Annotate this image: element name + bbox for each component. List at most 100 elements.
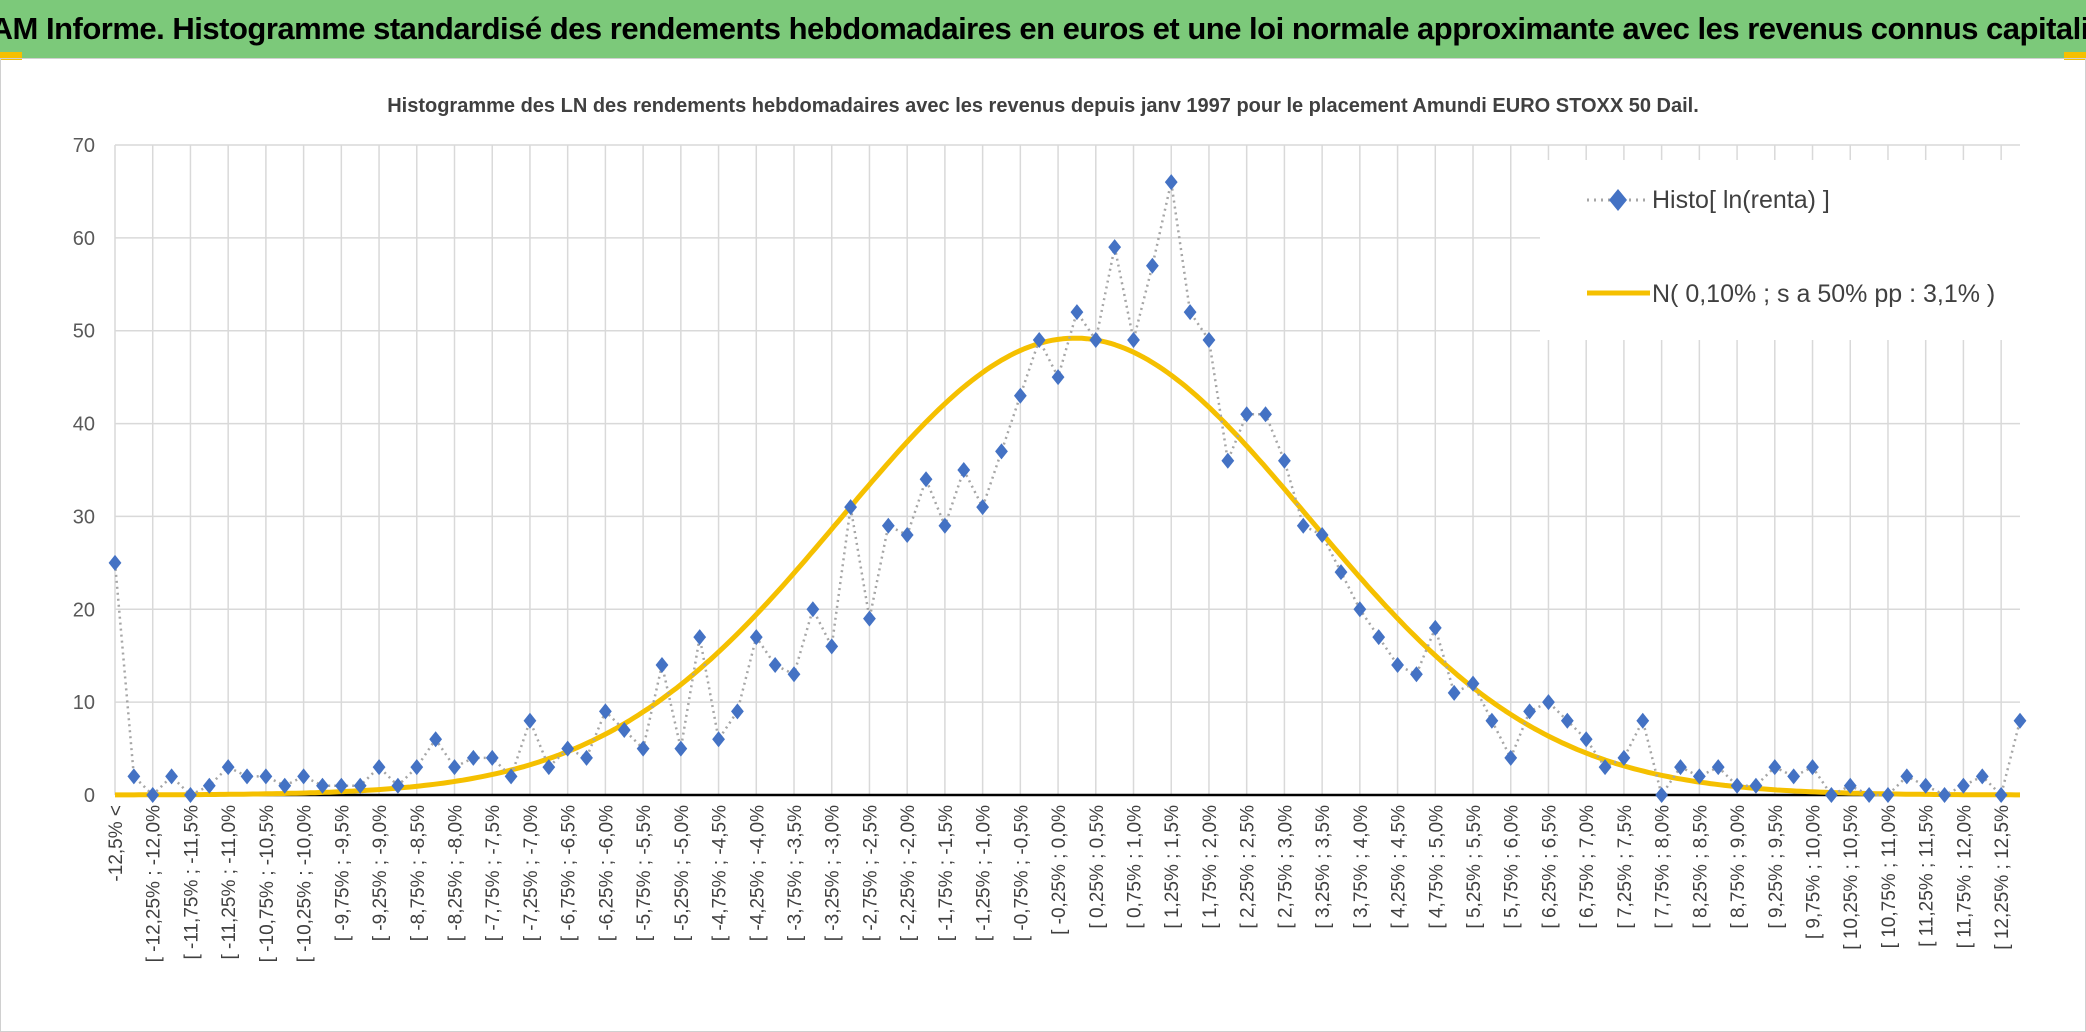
x-tick-label: [ 8,75% ; 9,0% xyxy=(1728,805,1749,929)
data-point-68 xyxy=(1391,657,1404,673)
data-point-36 xyxy=(787,666,801,683)
x-tick-label: [ 2,75% ; 3,0% xyxy=(1275,805,1296,929)
data-point-60 xyxy=(1240,406,1254,423)
x-tick-label: [ 7,75% ; 8,0% xyxy=(1653,805,1674,929)
x-tick-label: [ -5,75% ; -5,5% xyxy=(634,805,655,941)
report-title: ADAM Informe. Histogramme standardisé de… xyxy=(0,11,2086,46)
data-point-41 xyxy=(881,517,895,534)
data-point-12 xyxy=(334,777,348,794)
chart-title: Histogramme des LN des rendements hebdom… xyxy=(387,95,1699,117)
x-tick-label: [ 11,25% ; 11,5% xyxy=(1917,805,1938,947)
data-point-89 xyxy=(1787,768,1801,785)
data-point-54 xyxy=(1127,332,1140,348)
data-point-90 xyxy=(1806,759,1819,776)
x-tick-label: [ 5,75% ; 6,0% xyxy=(1502,805,1523,929)
data-point-47 xyxy=(995,443,1008,460)
x-tick-label: [ -6,25% ; -6,0% xyxy=(596,805,617,941)
data-point-49 xyxy=(1032,332,1046,348)
data-point-29 xyxy=(655,657,669,673)
data-point-83 xyxy=(1674,759,1687,776)
data-point-71 xyxy=(1447,684,1461,701)
x-tick-label: [ -9,25% ; -9,0% xyxy=(370,805,391,941)
x-tick-label: [ -6,75% ; -6,5% xyxy=(559,805,580,941)
legend-histo-label: Histo[ ln(renta) ] xyxy=(1652,186,1830,214)
data-point-19 xyxy=(466,749,480,766)
y-tick-label: 10 xyxy=(73,692,95,714)
y-tick-label: 40 xyxy=(73,414,95,436)
data-point-92 xyxy=(1843,777,1857,794)
data-point-99 xyxy=(1975,768,1989,785)
data-point-13 xyxy=(353,777,367,794)
data-point-59 xyxy=(1221,452,1235,469)
data-point-15 xyxy=(391,777,405,794)
x-tick-label: [ -1,75% ; -1,5% xyxy=(936,805,957,941)
data-point-58 xyxy=(1202,332,1216,348)
x-tick-label: [ 3,75% ; 4,0% xyxy=(1351,805,1372,929)
data-point-79 xyxy=(1598,759,1612,776)
data-point-55 xyxy=(1145,257,1159,274)
data-point-22 xyxy=(523,712,537,729)
data-point-11 xyxy=(316,777,329,794)
data-point-21 xyxy=(504,768,518,785)
data-point-84 xyxy=(1692,768,1706,785)
x-tick-label: [ 4,25% ; 4,5% xyxy=(1389,805,1410,929)
data-point-26 xyxy=(598,703,612,720)
data-point-87 xyxy=(1749,777,1763,794)
data-point-45 xyxy=(957,462,971,478)
data-point-95 xyxy=(1900,768,1914,785)
data-point-0 xyxy=(108,554,122,571)
data-point-17 xyxy=(429,731,443,748)
data-point-66 xyxy=(1353,601,1367,618)
x-tick-label: [ 1,25% ; 1,5% xyxy=(1162,805,1183,929)
data-point-25 xyxy=(580,749,593,766)
normal-curve-layer xyxy=(115,335,2020,798)
data-point-67 xyxy=(1372,629,1386,646)
data-point-28 xyxy=(636,740,650,757)
data-point-48 xyxy=(1013,387,1027,404)
data-point-7 xyxy=(240,768,254,785)
x-tick-label: [ -8,75% ; -8,5% xyxy=(408,805,429,941)
data-point-73 xyxy=(1485,712,1499,729)
x-tick-label: [ 11,75% ; 12,0% xyxy=(1954,805,1975,948)
data-point-38 xyxy=(825,638,839,655)
x-tick-label: [ -10,75% ; -10,5% xyxy=(257,805,278,962)
data-point-96 xyxy=(1919,777,1933,794)
x-tick-label: [ -0,75% ; -0,5% xyxy=(1011,805,1032,941)
data-point-27 xyxy=(617,722,631,738)
data-point-94 xyxy=(1881,787,1895,803)
data-point-14 xyxy=(372,759,386,776)
data-point-8 xyxy=(259,768,273,785)
data-point-37 xyxy=(806,601,820,618)
data-point-10 xyxy=(297,768,311,785)
x-tick-label: [ -0,25% ; 0,0% xyxy=(1049,805,1070,935)
data-point-52 xyxy=(1089,332,1103,348)
data-point-86 xyxy=(1730,777,1744,794)
y-axis-ticks: 0 10 20 30 40 50 60 70 xyxy=(73,135,95,807)
data-point-44 xyxy=(938,517,952,534)
x-axis-ticks: -12,5% < [ -12,25% ; -12,0% [ -11,75% ; -1… xyxy=(106,805,2013,962)
data-point-30 xyxy=(674,740,688,757)
x-tick-label: [ -2,75% ; -2,5% xyxy=(860,805,881,941)
x-tick-label: [ -10,25% ; -10,0% xyxy=(295,805,316,962)
x-tick-label: [ 8,25% ; 8,5% xyxy=(1690,805,1711,929)
x-tick-label: [ 7,25% ; 7,5% xyxy=(1615,805,1636,929)
y-tick-label: 20 xyxy=(73,599,95,621)
x-tick-label: [ -3,25% ; -3,0% xyxy=(823,805,844,941)
x-tick-label: [ -4,25% ; -4,0% xyxy=(747,805,768,941)
data-point-70 xyxy=(1428,619,1442,636)
data-point-63 xyxy=(1296,517,1310,534)
data-point-77 xyxy=(1560,712,1574,729)
data-point-23 xyxy=(542,759,556,776)
x-tick-label: [ 6,75% ; 7,0% xyxy=(1577,805,1598,929)
x-tick-label: [ -7,25% ; -7,0% xyxy=(521,805,542,941)
x-tick-label: [ 1,75% ; 2,0% xyxy=(1200,805,1221,929)
data-point-6 xyxy=(221,759,235,776)
data-point-98 xyxy=(1957,777,1970,794)
data-point-39 xyxy=(844,499,857,516)
x-tick-label: [ -8,25% ; -8,0% xyxy=(446,805,467,941)
data-point-101 xyxy=(2013,712,2027,729)
x-tick-label: [ -12,25% ; -12,0% xyxy=(144,805,165,962)
y-tick-label: 50 xyxy=(73,321,95,343)
x-tick-label: [ 5,25% ; 5,5% xyxy=(1464,805,1485,929)
